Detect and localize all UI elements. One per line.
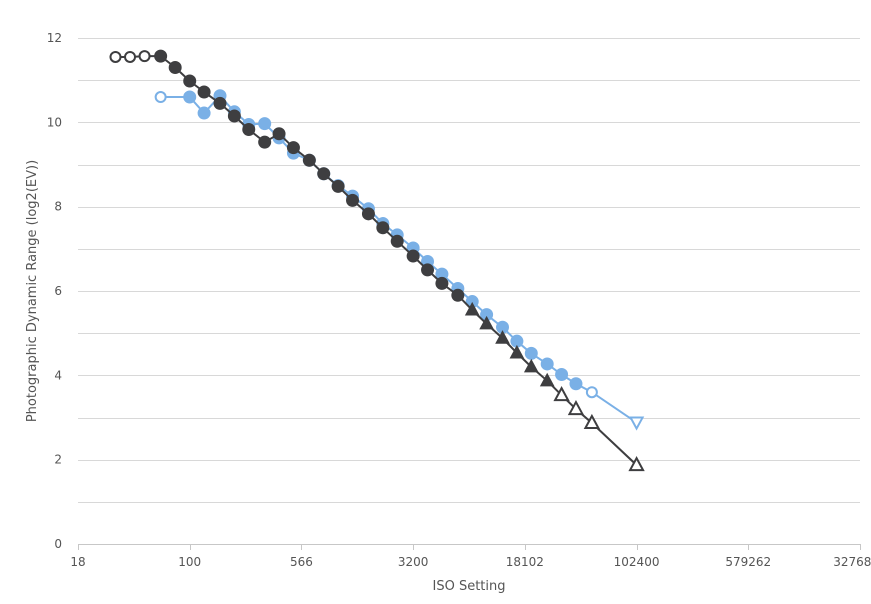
y-tick-labels: 0 2 4 6 8 10 12: [47, 31, 62, 551]
data-point[interactable]: [361, 207, 375, 221]
data-point[interactable]: [421, 263, 435, 277]
x-tick-label: 100: [178, 555, 201, 569]
x-tick-label: 3276800: [833, 555, 871, 569]
data-point[interactable]: [628, 456, 645, 472]
data-point[interactable]: [464, 301, 480, 316]
series-line: [115, 55, 638, 466]
data-point[interactable]: [569, 377, 583, 391]
data-point[interactable]: [479, 315, 494, 330]
data-point[interactable]: [567, 399, 585, 416]
data-point[interactable]: [585, 386, 598, 399]
x-tick-label: 566: [290, 555, 313, 569]
x-tick-label: 18102: [506, 555, 544, 569]
data-point[interactable]: [197, 106, 211, 120]
data-point[interactable]: [509, 344, 525, 359]
y-tick-label: 4: [54, 368, 62, 382]
data-point[interactable]: [302, 153, 316, 167]
data-point[interactable]: [376, 221, 390, 235]
y-tick-label: 10: [47, 115, 62, 129]
data-point[interactable]: [495, 330, 510, 344]
data-point[interactable]: [258, 135, 272, 149]
data-point[interactable]: [124, 50, 137, 63]
y-tick-label: 8: [54, 200, 62, 214]
series-layer: [109, 49, 645, 472]
data-point[interactable]: [435, 276, 449, 290]
series-2: [109, 49, 645, 472]
x-tick-label: 102400: [614, 555, 660, 569]
data-point[interactable]: [168, 61, 182, 75]
data-point[interactable]: [555, 367, 569, 381]
data-point[interactable]: [258, 117, 272, 131]
x-tick-label: 3200: [398, 555, 429, 569]
grid-lines: [78, 38, 860, 545]
series-1: [154, 89, 645, 431]
data-point[interactable]: [183, 90, 197, 104]
data-point[interactable]: [227, 109, 241, 123]
data-point[interactable]: [286, 141, 300, 155]
data-point[interactable]: [539, 372, 555, 387]
data-point[interactable]: [553, 386, 570, 402]
data-point[interactable]: [451, 288, 465, 302]
data-point[interactable]: [540, 357, 554, 371]
data-point[interactable]: [242, 123, 256, 137]
data-point[interactable]: [346, 193, 360, 207]
data-point[interactable]: [154, 91, 167, 104]
data-point[interactable]: [272, 127, 286, 141]
y-tick-label: 6: [54, 284, 62, 298]
data-point[interactable]: [523, 358, 539, 373]
y-tick-label: 2: [54, 453, 62, 467]
x-tick-label: 579262: [725, 555, 771, 569]
data-point[interactable]: [583, 413, 601, 429]
x-axis-title: ISO Setting: [433, 579, 506, 594]
x-tick-label: 18: [70, 555, 85, 569]
data-point[interactable]: [331, 179, 345, 193]
data-point[interactable]: [183, 74, 197, 88]
data-point[interactable]: [628, 416, 645, 431]
data-point[interactable]: [109, 50, 122, 63]
data-point[interactable]: [317, 167, 331, 181]
data-point[interactable]: [197, 85, 211, 99]
data-point[interactable]: [390, 234, 404, 248]
data-point[interactable]: [406, 249, 420, 263]
data-point[interactable]: [213, 96, 227, 110]
data-point[interactable]: [138, 50, 151, 63]
data-point[interactable]: [524, 346, 538, 360]
y-tick-label: 12: [47, 31, 62, 45]
y-tick-label: 0: [54, 537, 62, 551]
y-axis-title: Photographic Dynamic Range (log2(EV)): [25, 160, 40, 422]
data-point[interactable]: [154, 49, 168, 63]
x-tick-labels: 18 100 566 3200 18102 102400 579262 3276800: [70, 544, 871, 569]
